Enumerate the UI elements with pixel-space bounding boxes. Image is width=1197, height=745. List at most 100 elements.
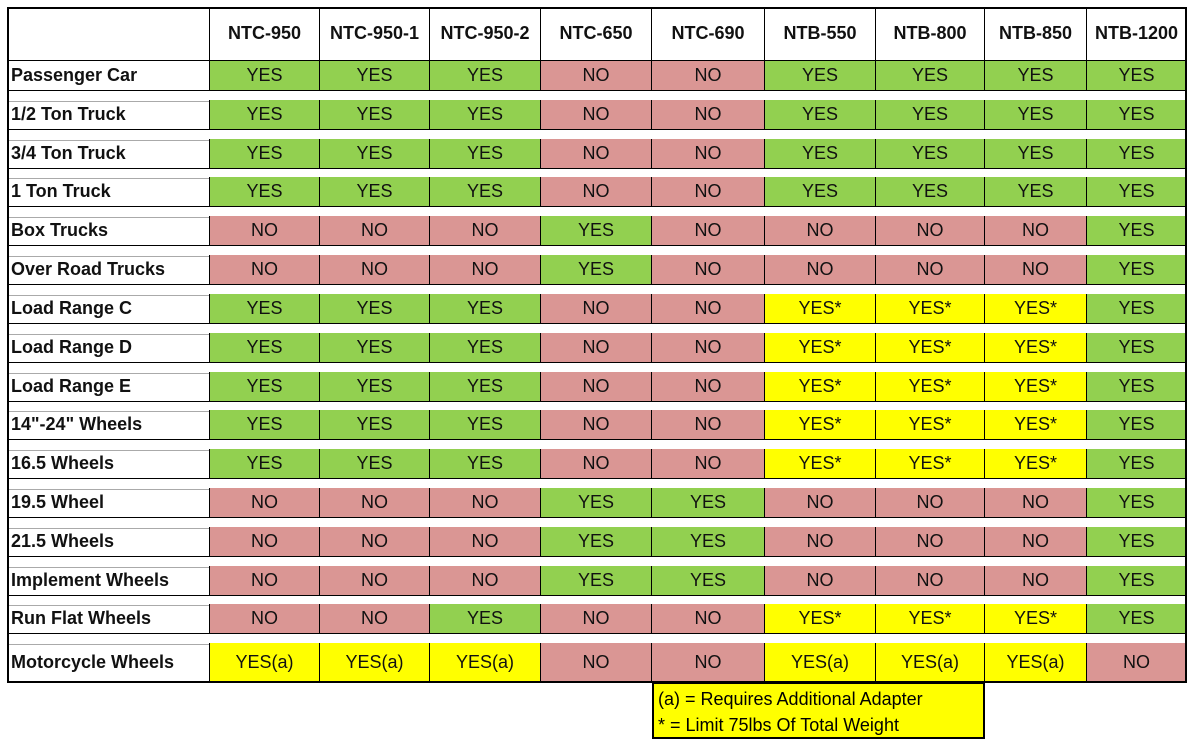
cell: NO [210, 565, 320, 595]
cell: YES [765, 61, 876, 90]
cell: YES [765, 99, 876, 129]
row-label: Over Road Trucks [7, 255, 210, 285]
row-label: 19.5 Wheel [7, 487, 210, 517]
cell: YES [430, 449, 541, 479]
cell: YES* [985, 293, 1087, 323]
cell: NO [430, 526, 541, 556]
cell: YES [210, 410, 320, 440]
cell: NO [985, 216, 1087, 246]
cell: YES [1087, 61, 1187, 90]
cell: YES [1087, 449, 1187, 479]
cell: NO [430, 216, 541, 246]
cell: NO [652, 61, 765, 90]
row-label: Load Range C [7, 293, 210, 323]
row-label: Load Range D [7, 332, 210, 362]
cell: NO [320, 565, 430, 595]
cell: YES [210, 332, 320, 362]
cell: YES [210, 293, 320, 323]
cell: YES [541, 487, 652, 517]
cell: YES [541, 255, 652, 285]
cell: YES [210, 99, 320, 129]
cell: YES [320, 293, 430, 323]
row-label: 3/4 Ton Truck [7, 138, 210, 168]
cell: YES* [765, 293, 876, 323]
cell: YES [210, 138, 320, 168]
cell: NO [541, 410, 652, 440]
cell: NO [985, 526, 1087, 556]
cell: NO [652, 643, 765, 682]
cell: NO [541, 371, 652, 401]
corner-cell [7, 7, 210, 61]
cell: YES [541, 216, 652, 246]
cell: YES [1087, 487, 1187, 517]
cell: NO [765, 526, 876, 556]
cell: NO [541, 643, 652, 682]
cell: YES* [765, 410, 876, 440]
cell: NO [876, 216, 985, 246]
cell: YES [876, 99, 985, 129]
cell: NO [652, 138, 765, 168]
cell: YES* [985, 449, 1087, 479]
column-header: NTB-550 [765, 7, 876, 61]
cell: YES [876, 177, 985, 207]
cell: YES(a) [985, 643, 1087, 682]
cell: YES [430, 99, 541, 129]
cell: YES [320, 449, 430, 479]
cell: NO [320, 526, 430, 556]
cell: YES* [765, 371, 876, 401]
cell: YES [430, 177, 541, 207]
cell: YES [320, 177, 430, 207]
cell: YES [985, 99, 1087, 129]
cell: YES [430, 371, 541, 401]
cell: YES [430, 332, 541, 362]
cell: YES [1087, 255, 1187, 285]
cell: YES [876, 61, 985, 90]
cell: YES [1087, 293, 1187, 323]
cell: NO [652, 371, 765, 401]
cell: YES [430, 61, 541, 90]
cell: YES [320, 371, 430, 401]
cell: YES [985, 177, 1087, 207]
cell: YES* [985, 371, 1087, 401]
cell: YES [1087, 604, 1187, 634]
cell: NO [430, 565, 541, 595]
cell: NO [876, 487, 985, 517]
column-header: NTC-690 [652, 7, 765, 61]
cell: NO [985, 487, 1087, 517]
cell: YES [765, 138, 876, 168]
cell: YES [985, 61, 1087, 90]
cell: NO [652, 255, 765, 285]
cell: YES [320, 332, 430, 362]
cell: YES* [765, 449, 876, 479]
cell: YES(a) [320, 643, 430, 682]
cell: NO [541, 61, 652, 90]
cell: NO [320, 216, 430, 246]
cell: YES [320, 99, 430, 129]
row-label: Motorcycle Wheels [7, 643, 210, 682]
cell: YES [430, 604, 541, 634]
cell: YES [541, 526, 652, 556]
cell: YES [652, 526, 765, 556]
legend-notes: (a) = Requires Additional Adapter * = Li… [652, 682, 985, 739]
cell: YES(a) [210, 643, 320, 682]
cell: YES [320, 61, 430, 90]
cell: YES [1087, 177, 1187, 207]
cell: YES* [876, 604, 985, 634]
cell: NO [652, 410, 765, 440]
cell: NO [876, 565, 985, 595]
cell: NO [210, 604, 320, 634]
cell: YES [1087, 138, 1187, 168]
cell: NO [210, 526, 320, 556]
note: (a) = Requires Additional Adapter [658, 689, 923, 709]
cell: NO [541, 138, 652, 168]
cell: NO [652, 449, 765, 479]
cell: NO [430, 255, 541, 285]
cell: YES* [876, 410, 985, 440]
cell: YES [765, 177, 876, 207]
cell: NO [1087, 643, 1187, 682]
cell: NO [210, 487, 320, 517]
cell: YES [320, 138, 430, 168]
cell: YES(a) [876, 643, 985, 682]
cell: YES [541, 565, 652, 595]
